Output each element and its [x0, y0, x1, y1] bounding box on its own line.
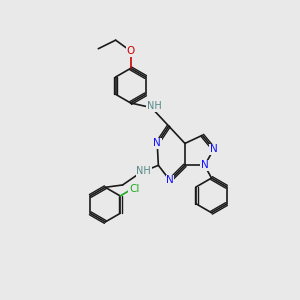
- Text: O: O: [127, 46, 135, 56]
- Text: N: N: [210, 144, 218, 154]
- Text: NH: NH: [136, 166, 151, 176]
- Text: N: N: [153, 138, 161, 148]
- Text: N: N: [166, 176, 174, 185]
- Text: Cl: Cl: [129, 184, 139, 194]
- Text: NH: NH: [147, 101, 162, 112]
- Text: N: N: [201, 160, 208, 170]
